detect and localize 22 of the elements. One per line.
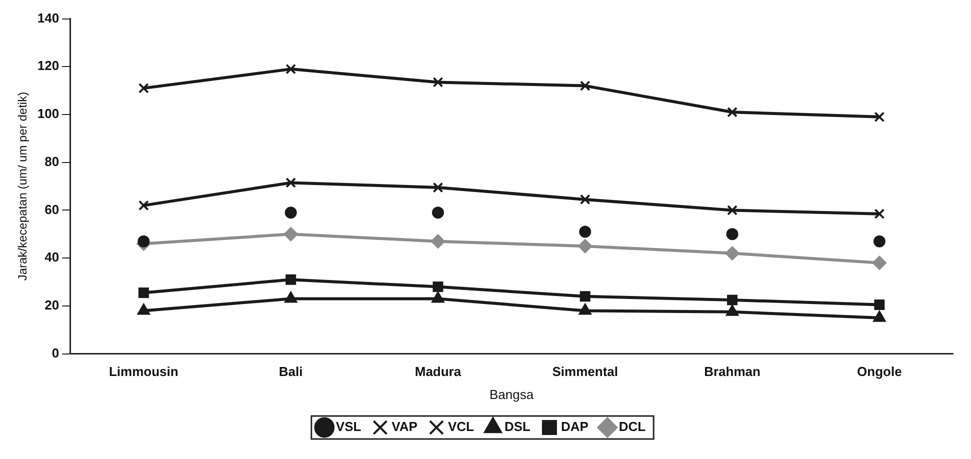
x-tick-label: Ongole: [857, 364, 902, 380]
y-tick-label: 0: [52, 345, 60, 360]
y-tick-label: 20: [44, 298, 60, 313]
y-tick-label: 140: [37, 10, 60, 26]
y-tick-label: 40: [44, 250, 60, 265]
legend-label: DCL: [618, 419, 646, 434]
legend-label: DSL: [504, 419, 530, 434]
x-axis-title: Bangsa: [490, 386, 534, 402]
x-tick-label: Simmental: [552, 364, 618, 380]
y-tick-label: 80: [44, 154, 60, 169]
x-tick-label: Bali: [278, 364, 303, 380]
y-tick-label: 100: [37, 106, 60, 122]
legend-label: VAP: [392, 419, 418, 434]
y-tick-label: 60: [44, 202, 60, 217]
x-tick-label: Madura: [414, 364, 462, 380]
x-tick-label: Brahman: [704, 364, 760, 380]
legend-label: VCL: [448, 419, 474, 434]
x-tick-label: Limmousin: [108, 364, 178, 380]
legend-label: VSL: [336, 419, 362, 434]
legend-label: DAP: [560, 419, 589, 434]
y-tick-label: 120: [37, 58, 60, 74]
y-axis-title: Jarak/kecepatan (um/ um per detik): [16, 92, 30, 281]
